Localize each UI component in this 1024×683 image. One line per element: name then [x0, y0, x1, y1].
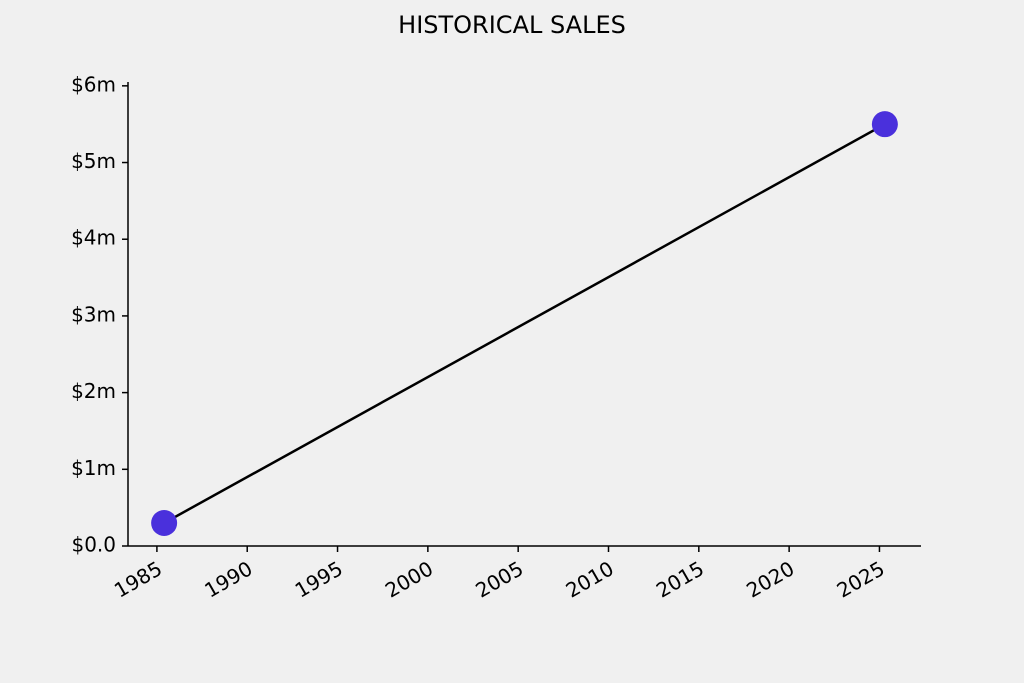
marker [151, 509, 178, 536]
y-tick-label: $6m [71, 72, 116, 96]
y-tick-label: $5m [71, 149, 116, 173]
marker [871, 111, 898, 138]
line [163, 123, 886, 525]
y-tick-label: $4m [71, 226, 116, 250]
y-tick-label: $0.0 [71, 533, 116, 557]
y-tick-label: $2m [71, 379, 116, 403]
y-tick-label: $1m [71, 456, 116, 480]
chart-title: HISTORICAL SALES [398, 11, 626, 39]
y-tick-label: $3m [71, 302, 116, 326]
